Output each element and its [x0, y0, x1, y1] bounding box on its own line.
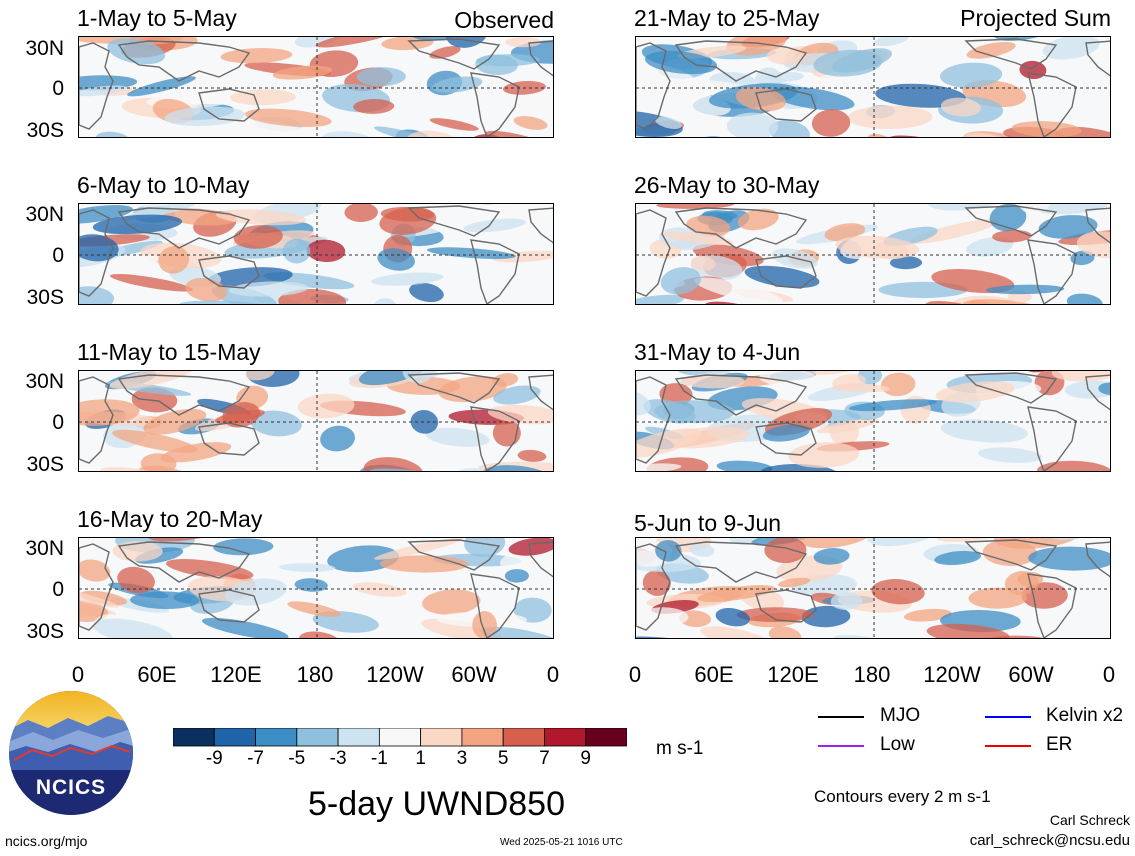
colorbar-label: -1: [370, 748, 388, 769]
lon-label-180: 180: [853, 662, 891, 687]
panel-title-3: 11-May to 15-May: [77, 339, 261, 365]
map-panel-proj-3: [635, 370, 1111, 472]
lat-label-30n: 30N: [25, 370, 64, 393]
map-panel-obs-1: [78, 36, 554, 138]
lat-label-eq: 0: [52, 578, 64, 601]
colorbar-label: -3: [329, 748, 347, 769]
map-panel-obs-4: [78, 537, 554, 639]
site-link[interactable]: ncics.org/mjo: [5, 833, 88, 849]
colorbar: [172, 727, 628, 753]
lon-label-60e: 60E: [137, 662, 177, 687]
colorbar-swatch: [378, 727, 422, 747]
colorbar-label: -5: [288, 748, 306, 769]
legend-low-label: Low: [880, 734, 915, 755]
author-name: Carl Schreck: [1049, 812, 1130, 828]
timestamp: Wed 2025-05-21 1016 UTC: [500, 837, 623, 848]
colorbar-label: 1: [415, 748, 426, 769]
lat-label-30s: 30S: [26, 620, 64, 643]
map-panel-proj-4: [635, 537, 1111, 639]
contours-note: Contours every 2 m s-1: [814, 787, 991, 806]
legend-mjo-label: MJO: [880, 705, 921, 726]
panel-title-7: 31-May to 4-Jun: [634, 339, 801, 365]
legend-er-label: ER: [1046, 734, 1073, 755]
lon-label-0-end: 0: [1102, 662, 1116, 687]
colorbar-swatch: [461, 727, 504, 747]
lon-label-120e: 120E: [767, 662, 819, 687]
lon-label-120w: 120W: [923, 662, 981, 687]
panel-title-6: 26-May to 30-May: [634, 172, 820, 198]
lat-label-eq: 0: [52, 411, 64, 434]
colorbar-swatch: [585, 727, 628, 747]
legend-kelvin-line: [985, 716, 1031, 718]
panel-title-8: 5-Jun to 9-Jun: [634, 510, 782, 536]
panel-title-4: 16-May to 20-May: [77, 506, 263, 532]
lon-label-120w: 120W: [366, 662, 424, 687]
projected-label: Projected Sum: [960, 5, 1111, 31]
map-panel-proj-2: [635, 203, 1111, 305]
colorbar-label: 7: [539, 748, 550, 769]
colorbar-label: -7: [247, 748, 264, 769]
colorbar-label: 3: [456, 748, 468, 769]
lon-label-60e: 60E: [694, 662, 734, 687]
panel-title-5: 21-May to 25-May: [634, 5, 820, 31]
legend-er-line: [985, 745, 1031, 747]
lon-label-0: 0: [628, 662, 642, 687]
colorbar-swatch: [420, 727, 463, 747]
colorbar-swatch: [172, 727, 215, 747]
lon-label-60w: 60W: [451, 662, 497, 687]
colorbar-units: m s-1: [656, 738, 704, 759]
legend-low-line: [818, 745, 864, 747]
ncics-logo: NCICS: [8, 690, 134, 821]
lon-label-60w: 60W: [1008, 662, 1054, 687]
colorbar-swatch: [213, 727, 256, 747]
colorbar-swatch: [296, 727, 339, 747]
lat-label-30s: 30S: [26, 286, 64, 309]
colorbar-swatch: [255, 727, 298, 747]
lat-label-eq: 0: [52, 77, 64, 100]
main-title: 5-day UWND850: [308, 785, 565, 823]
panel-title-1: 1-May to 5-May: [77, 5, 237, 31]
map-panel-proj-1: [635, 36, 1111, 138]
colorbar-label: -9: [205, 748, 223, 769]
lat-label-30s: 30S: [26, 119, 64, 142]
legend-kelvin-label: Kelvin x2: [1046, 705, 1124, 726]
author-email[interactable]: carl_schreck@ncsu.edu: [969, 832, 1130, 849]
logo-text: NCICS: [36, 776, 106, 799]
map-panel-obs-3: [78, 370, 554, 472]
lat-label-30n: 30N: [25, 37, 64, 60]
colorbar-swatch: [544, 727, 587, 747]
colorbar-swatch: [502, 727, 545, 747]
lon-label-180: 180: [296, 662, 334, 687]
colorbar-swatch: [337, 727, 380, 747]
colorbar-label: 9: [580, 748, 591, 769]
colorbar-label: 5: [497, 748, 509, 769]
legend-mjo-line: [818, 716, 864, 718]
lat-label-eq: 0: [52, 244, 64, 267]
panel-title-2: 6-May to 10-May: [77, 172, 250, 198]
lon-label-0-end: 0: [546, 662, 560, 687]
lon-label-120e: 120E: [210, 662, 262, 687]
map-panel-obs-2: [78, 203, 554, 305]
lat-label-30n: 30N: [25, 203, 64, 226]
lat-label-30s: 30S: [26, 453, 64, 476]
lat-label-30n: 30N: [25, 537, 64, 560]
lon-label-0: 0: [71, 662, 85, 687]
observed-label: Observed: [454, 7, 554, 33]
